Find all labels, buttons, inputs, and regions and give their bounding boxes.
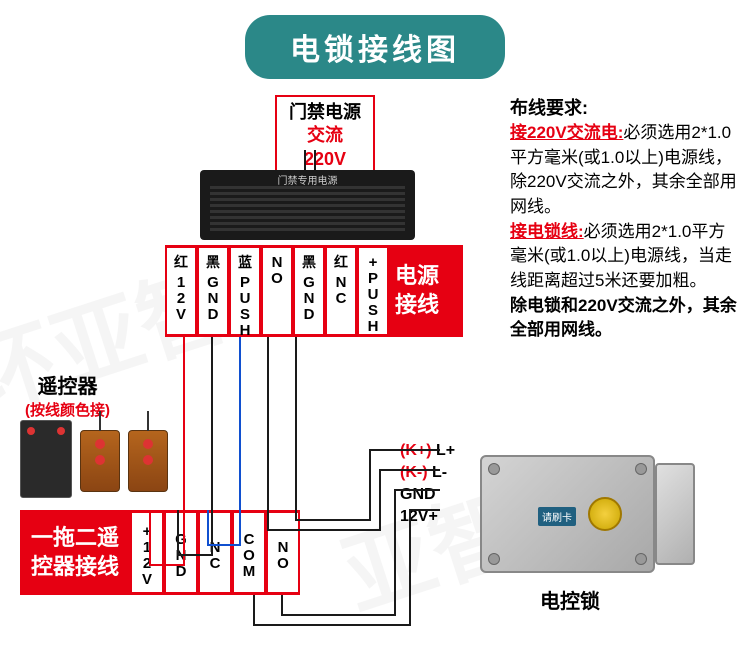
ac-source-box: 门禁电源 交流220V xyxy=(275,95,375,177)
instruction-item-1: 接220V交流电:必须选用2*1.0平方毫米(或1.0以上)电源线，除220V交… xyxy=(510,121,740,220)
lock-pin-label: (K+) L+ xyxy=(400,442,455,460)
ac-label-1: 门禁电源 xyxy=(287,101,363,124)
remote-terminal-pins: +12VGNDNCCOMNO xyxy=(130,510,300,595)
remote-receiver xyxy=(20,420,72,498)
remote-antenna xyxy=(99,411,101,431)
remote-fob-2 xyxy=(128,430,168,492)
lock-screw xyxy=(488,463,500,475)
terminal-pin: GND xyxy=(166,513,196,592)
remote-fob-1 xyxy=(80,430,120,492)
terminal-pin: +12V xyxy=(132,513,162,592)
remote-header: 遥控器 (按线颜色接) xyxy=(25,370,110,420)
terminal-pin: COM xyxy=(234,513,264,592)
instructions-header: 布线要求: xyxy=(510,95,740,121)
page-title: 电锁接线图 xyxy=(245,15,505,79)
terminal-pin: 红NC xyxy=(327,248,355,334)
terminal-pin: NO xyxy=(268,513,298,592)
lock-pin-label: (K-) L- xyxy=(400,464,447,482)
power-terminal-pins: 红12V黑GND蓝PUSHNO黑GND红NC+PUSH xyxy=(165,245,389,337)
lock-cylinder xyxy=(588,497,622,531)
power-terminal-block: 红12V黑GND蓝PUSHNO黑GND红NC+PUSH 电源 接线 xyxy=(165,245,463,337)
power-terminal-title: 电源 接线 xyxy=(389,245,445,337)
lock-pin-label: GND xyxy=(400,486,436,504)
lock-screw xyxy=(488,553,500,565)
terminal-pin: NC xyxy=(200,513,230,592)
lock-title: 电控锁 xyxy=(540,585,600,614)
remote-antenna xyxy=(147,411,149,431)
ac-label-2: 交流220V xyxy=(287,124,363,171)
remote-terminal-title: 一拖二遥 控器接线 xyxy=(20,510,130,595)
terminal-pin: 黑GND xyxy=(199,248,227,334)
terminal-pin: NO xyxy=(263,248,291,334)
remote-terminal-block: 一拖二遥 控器接线 +12VGNDNCCOMNO xyxy=(20,510,300,595)
lock-screw xyxy=(635,463,647,475)
instruction-item-3: 除电锁和220V交流之外，其余全部用网线。 xyxy=(510,294,740,343)
receiver-led xyxy=(57,427,65,435)
terminal-pin: +PUSH xyxy=(359,248,387,334)
terminal-pin: 蓝PUSH xyxy=(231,248,259,334)
psu-vents xyxy=(210,186,405,234)
lock-pin-label: 12V+ xyxy=(400,508,438,526)
wiring-instructions: 布线要求: 接220V交流电:必须选用2*1.0平方毫米(或1.0以上)电源线，… xyxy=(510,95,740,343)
instruction-item-2: 接电锁线:必须选用2*1.0平方毫米(或1.0以上)电源线，当走线距离超过5米还… xyxy=(510,220,740,294)
receiver-led xyxy=(27,427,35,435)
remote-title: 遥控器 xyxy=(25,370,110,399)
lock-card-reader: 请刷卡 xyxy=(538,507,576,526)
lock-screw xyxy=(635,553,647,565)
terminal-pin: 红12V xyxy=(167,248,195,334)
electric-lock: 请刷卡 xyxy=(480,455,655,573)
lock-strike-plate xyxy=(655,463,695,565)
remote-subtitle: (按线颜色接) xyxy=(25,399,110,420)
terminal-pin: 黑GND xyxy=(295,248,323,334)
power-supply-unit: 门禁专用电源 xyxy=(200,170,415,240)
